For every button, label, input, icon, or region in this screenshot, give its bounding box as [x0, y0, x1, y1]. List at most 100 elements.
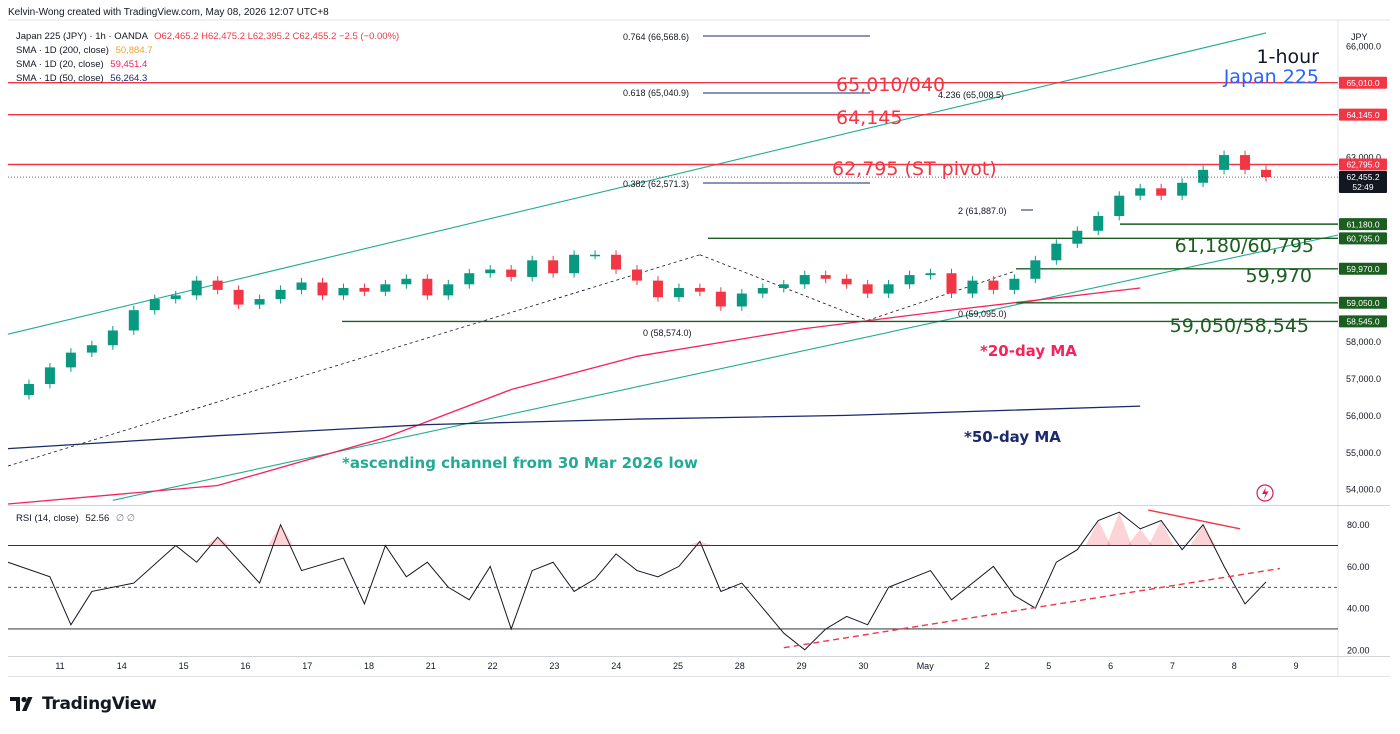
x-tick-label: 5 — [1046, 661, 1051, 671]
lightning-icon — [1256, 484, 1274, 502]
price-tag: 60,795.0 — [1339, 232, 1387, 245]
sma20-line — [7, 287, 1141, 505]
instrument-annotation: Japan 225 — [1223, 66, 1319, 88]
x-tick-label: 24 — [611, 661, 621, 671]
fib-label: 4.236 (65,008.5) — [938, 90, 1004, 100]
rsi-divergence-line — [1148, 509, 1241, 530]
price-tag-bg — [1339, 218, 1387, 231]
x-tick-label: 11 — [55, 661, 64, 671]
price-tag-bg — [1339, 315, 1387, 328]
candle-body — [464, 273, 475, 285]
fib-label: 0.618 (65,040.9) — [623, 88, 689, 98]
legend-sma200-row[interactable]: SMA · 1D (200, close) 50,884.7 — [16, 45, 153, 56]
candle-body — [506, 269, 517, 277]
last-price-bg — [1339, 171, 1387, 194]
legend-sma50-row[interactable]: SMA · 1D (50, close) 56,264.3 — [16, 73, 147, 84]
rsi-tick-label: 20.00 — [1347, 645, 1370, 655]
x-tick-label: 22 — [488, 661, 498, 671]
candle-body — [359, 288, 370, 292]
level-annotation: 61,180/60,795 — [1175, 235, 1314, 257]
candle-body — [673, 288, 684, 298]
candle-body — [862, 284, 873, 294]
candle-body — [946, 273, 957, 294]
price-tag-bg — [1339, 296, 1387, 309]
y-tick-label: 58,000.0 — [1346, 337, 1381, 347]
candle-body — [1135, 188, 1146, 196]
candle-body — [191, 280, 202, 296]
fib-label: 2 (61,887.0) — [958, 206, 1007, 216]
legend-sma50-label: SMA · 1D (50, close) — [16, 73, 104, 84]
x-tick-label: 7 — [1170, 661, 1175, 671]
rsi-overbought-fill — [1085, 520, 1111, 546]
candle-body — [757, 288, 768, 294]
rsi-overbought-fill — [1127, 528, 1153, 546]
rsi-overbought-fill — [205, 537, 231, 546]
footer-logo[interactable]: TradingView — [10, 694, 157, 714]
price-tag-text: 60,795.0 — [1346, 234, 1379, 244]
x-tick-label: 16 — [240, 661, 250, 671]
x-tick-label: 17 — [302, 661, 312, 671]
candle-body — [1156, 188, 1167, 196]
price-tag-text: 64,145.0 — [1346, 110, 1379, 120]
sma50-line — [7, 405, 1141, 450]
y-tick-label: 55,000.0 — [1346, 448, 1381, 458]
level-annotation: 65,010/040 — [836, 74, 945, 96]
price-tag-bg — [1339, 108, 1387, 121]
price-tag-text: 59,050.0 — [1346, 298, 1379, 308]
candle-body — [590, 254, 601, 257]
legend-rsi-row[interactable]: RSI (14, close) 52.56 ∅ ∅ — [16, 513, 135, 524]
rsi-overbought-fill — [687, 541, 713, 546]
legend-sma200-value: 50,884.7 — [115, 45, 153, 56]
legend-sma20-value: 59,451.4 — [110, 59, 148, 70]
y-tick-label: 56,000.0 — [1346, 411, 1381, 421]
x-tick-label: 9 — [1293, 661, 1298, 671]
candle-body — [925, 273, 936, 276]
candle-body — [1177, 182, 1188, 196]
price-tag-text: 65,010.0 — [1346, 78, 1379, 88]
candle-body — [338, 288, 349, 296]
candle-body — [170, 295, 181, 300]
candle-body — [1072, 230, 1083, 244]
candle-body — [86, 345, 97, 353]
legend-rsi-label: RSI (14, close) — [16, 513, 79, 524]
candle-body — [23, 384, 34, 396]
x-tick-label: 15 — [179, 661, 189, 671]
x-tick-label: 25 — [673, 661, 683, 671]
candle-body — [988, 280, 999, 290]
rsi-tick-label: 60.00 — [1347, 562, 1370, 572]
price-tag: 59,050.0 — [1339, 296, 1387, 309]
price-tag: 59,970.0 — [1339, 262, 1387, 275]
candle-body — [1009, 278, 1020, 290]
rsi-support-trendline — [783, 567, 1281, 649]
last-price-tag: 62,455.252:49 — [1339, 171, 1387, 194]
candle-body — [904, 275, 915, 285]
price-tag-text: 62,795.0 — [1346, 160, 1379, 170]
legend-symbol-row[interactable]: Japan 225 (JPY) · 1h · OANDA O62,465.2 H… — [16, 31, 399, 42]
y-tick-label: 63,000.0 — [1346, 152, 1381, 162]
candle-body — [1261, 169, 1271, 178]
price-tag-bg — [1339, 232, 1387, 245]
rsi-line — [7, 511, 1267, 651]
dashed-trendline — [7, 254, 701, 467]
candle-body — [296, 282, 307, 290]
legend-sma20-row[interactable]: SMA · 1D (20, close) 59,451.4 — [16, 59, 147, 70]
fib-label: 0 (59,095.0) — [958, 309, 1007, 319]
candle-body — [611, 254, 622, 270]
last-price-text: 62,455.2 — [1346, 172, 1379, 182]
price-tag-text: 61,180.0 — [1346, 219, 1379, 229]
candle-body — [799, 275, 810, 285]
lightning-icon-bolt — [1262, 487, 1269, 499]
price-tag: 65,010.0 — [1339, 76, 1387, 89]
countdown-text: 52:49 — [1352, 182, 1374, 192]
legend-ohlc: O62,465.2 H62,475.2 L62,395.2 C62,455.2 … — [154, 31, 400, 42]
rsi-overbought-fill — [1190, 524, 1216, 546]
y-tick-label: 54,000.0 — [1346, 485, 1381, 495]
channel-lower-line — [112, 234, 1339, 501]
candle-body — [652, 280, 663, 298]
candle-body — [254, 299, 265, 305]
candle-body — [1030, 260, 1041, 279]
rsi-overbought-fill — [267, 524, 294, 546]
rsi-tick-label: 40.00 — [1347, 604, 1370, 614]
